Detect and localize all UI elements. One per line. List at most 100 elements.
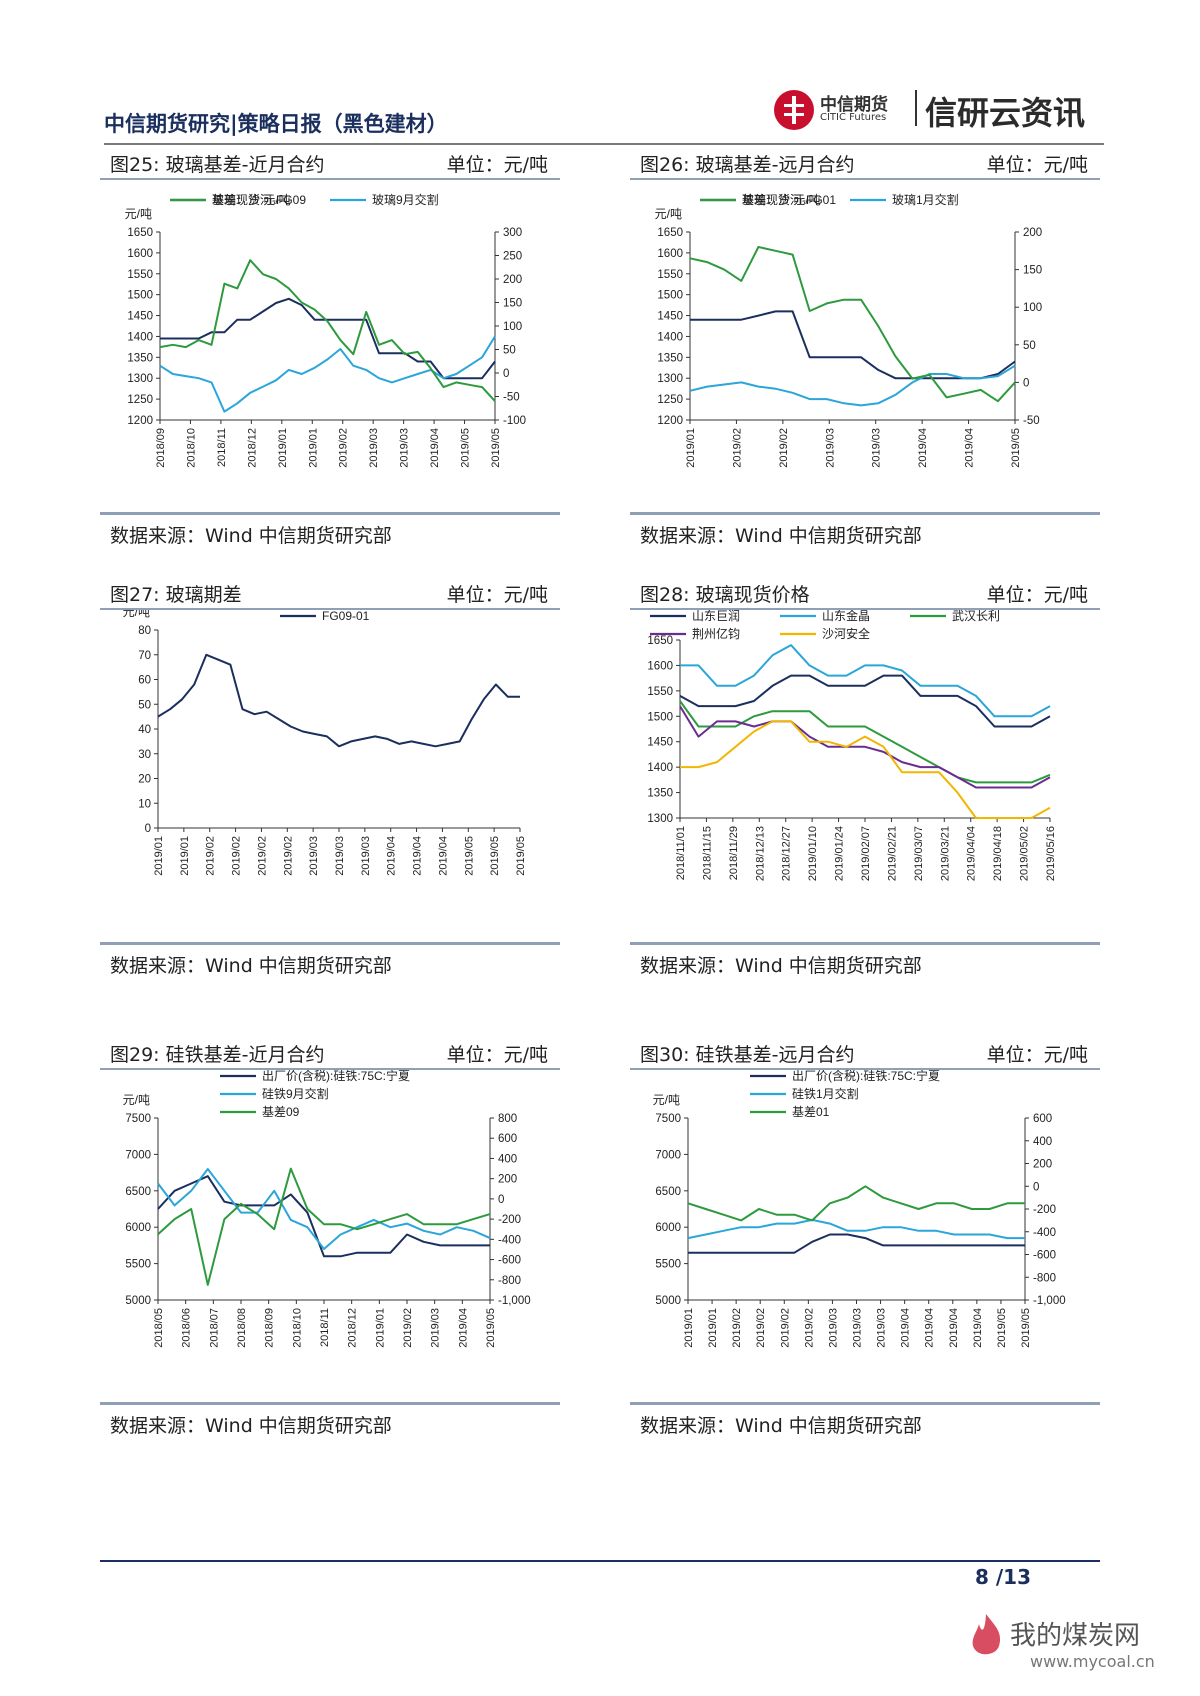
series-line-4 <box>680 720 1051 819</box>
x-tick-label: 2019/03 <box>827 1308 839 1348</box>
x-tick-label: 2019/03 <box>871 428 883 468</box>
y2-tick-label: 0 <box>1023 377 1029 389</box>
x-tick-label: 2019/02/21 <box>886 826 898 881</box>
y-tick-label: 40 <box>138 724 151 736</box>
y2-tick-label: 200 <box>1023 227 1042 239</box>
chart-30: 元/吨 7500 7000 6500 6000 5500 5000 600 400 200 0 -20… <box>653 1068 1066 1348</box>
y-tick-label: 5000 <box>655 1295 681 1307</box>
x-tick-label: 2019/05 <box>996 1308 1008 1348</box>
x-tick-label: 2019/04 <box>900 1308 912 1348</box>
y-tick-label: 1600 <box>647 660 673 672</box>
panel-header-bar <box>100 178 560 180</box>
y2-tick-label: 50 <box>1023 340 1036 352</box>
series-line-0 <box>688 1233 1025 1254</box>
y-tick-label: 1650 <box>647 635 673 647</box>
x-tick-label: 2018/12 <box>347 1308 359 1348</box>
x-tick-label: 2019/02 <box>779 1308 791 1348</box>
panel-title: 图30: 硅铁基差-远月合约 <box>640 1044 855 1066</box>
legend-label: 玻璃1月交割 <box>892 192 959 207</box>
y2-tick-label: 600 <box>498 1133 517 1145</box>
x-tick-label: 2018/10 <box>291 1308 303 1348</box>
x-tick-label: 2018/05 <box>153 1308 165 1348</box>
x-tick-label: 2019/01/24 <box>834 826 846 881</box>
y-tick-label: 1500 <box>127 290 153 302</box>
legend-label: 基差09 <box>262 1105 300 1119</box>
x-tick-label: 2019/02 <box>731 1308 743 1348</box>
x-tick-label: 2018/08 <box>236 1308 248 1348</box>
y-tick-label: 10 <box>138 798 151 810</box>
figure-panel-28: 图28: 玻璃现货价格 单位：元/吨 1650 1600 1550 1500 1450 1… <box>630 578 1100 977</box>
y-tick-label: 60 <box>138 675 151 687</box>
x-tick-label: 2018/07 <box>208 1308 220 1348</box>
panel-unit: 单位：元/吨 <box>446 154 548 176</box>
y-tick-label: 1550 <box>127 269 153 281</box>
panel-header: 图25: 玻璃基差-近月合约 单位：元/吨 <box>100 148 560 178</box>
y-tick-label: 1300 <box>127 373 153 385</box>
y2-tick-label: 300 <box>503 227 522 239</box>
y-tick-label: 70 <box>138 650 151 662</box>
y-axis-label: 元/吨 <box>123 1093 150 1107</box>
series-line-2 <box>687 1185 1025 1222</box>
legend-label: 荆州亿钧 <box>692 626 740 641</box>
figure-panel-27: 图27: 玻璃期差 单位：元/吨 元/吨 80 70 60 50 40 30 20 10 0 201… <box>100 578 560 977</box>
logo-separator <box>915 90 917 126</box>
legend-label: 硅铁1月交割 <box>792 1086 859 1101</box>
y2-tick-label: -800 <box>498 1275 521 1287</box>
legend-label: 基差：沙河-FG01 <box>742 193 836 207</box>
series-line-2 <box>157 1167 491 1286</box>
series-line-1 <box>157 1168 491 1250</box>
y-tick-label: 5500 <box>125 1259 151 1271</box>
series-line-1 <box>159 335 496 413</box>
y-tick-label: 30 <box>138 749 151 761</box>
x-tick-label: 2019/03 <box>308 836 320 876</box>
y2-tick-label: 150 <box>503 298 522 310</box>
x-tick-label: 2019/02 <box>755 1308 767 1348</box>
citic-logo-icon <box>774 90 814 130</box>
y-axis-label: 元/吨 <box>655 207 682 221</box>
x-tick-label: 2019/01 <box>683 1308 695 1348</box>
x-tick-label: 2019/01 <box>307 428 319 468</box>
y2-tick-label: -400 <box>1033 1227 1056 1239</box>
y-tick-label: 7000 <box>655 1149 681 1161</box>
panel-unit: 单位：元/吨 <box>446 1044 548 1066</box>
flame-logo-icon <box>972 1614 1001 1655</box>
panel-title: 图29: 硅铁基差-近月合约 <box>110 1044 325 1066</box>
x-tick-label: 2019/03 <box>334 836 346 876</box>
source-bar <box>630 1402 1100 1405</box>
y-tick-label: 1500 <box>657 290 683 302</box>
source-note: 数据来源：Wind 中信期货研究部 <box>640 955 922 977</box>
series-line-1 <box>680 644 1051 718</box>
legend-label: 基差：沙河-FG09 <box>212 193 306 207</box>
y-tick-label: 1550 <box>647 686 673 698</box>
x-tick-label: 2019/03/21 <box>939 826 951 881</box>
legend-label: 玻璃现货 元/吨 <box>212 192 291 207</box>
x-tick-label: 2019/05 <box>515 836 527 876</box>
y-tick-label: 7500 <box>655 1113 681 1125</box>
panel-title: 图25: 玻璃基差-近月合约 <box>110 154 325 176</box>
x-tick-label: 2019/02 <box>338 428 350 468</box>
x-tick-label: 2019/02 <box>402 1308 414 1348</box>
series-line-3 <box>679 705 1051 789</box>
x-tick-label: 2019/05/16 <box>1045 826 1057 881</box>
y-tick-label: 1350 <box>657 352 683 364</box>
y-tick-label: 1300 <box>647 813 673 825</box>
x-tick-label: 2019/04 <box>457 1308 469 1348</box>
y-tick-label: 6500 <box>125 1186 151 1198</box>
x-tick-label: 2019/05/02 <box>1019 826 1031 881</box>
x-tick-label: 2018/11/01 <box>675 826 687 880</box>
y2-tick-label: -200 <box>1033 1204 1056 1216</box>
y-tick-label: 1400 <box>127 331 153 343</box>
x-tick-label: 2019/02 <box>231 836 243 876</box>
series-line-0 <box>679 674 1051 728</box>
citic-logo <box>770 86 1100 134</box>
x-tick-label: 2019/03 <box>876 1308 888 1348</box>
series-line-1 <box>689 364 1016 407</box>
series-line-1 <box>687 1218 1025 1240</box>
series-line-2 <box>689 246 1016 403</box>
x-tick-label: 2019/01 <box>277 428 289 468</box>
y-tick-label: 1450 <box>647 737 673 749</box>
panel-unit: 单位：元/吨 <box>446 584 548 606</box>
y-tick-label: 6000 <box>655 1222 681 1234</box>
chart-29: 元/吨 7500 7000 6500 6000 5500 5000 800 600 400 200 0… <box>123 1068 531 1348</box>
